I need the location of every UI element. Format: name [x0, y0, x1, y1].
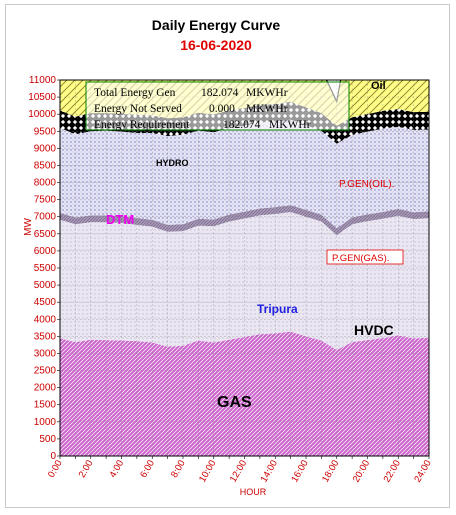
- req-unit: MKWHr: [269, 119, 311, 131]
- series-label-pgen-oil: P.GEN(OIL).: [339, 179, 394, 190]
- y-tick-label: 5000: [34, 280, 57, 291]
- y-tick-label: 10500: [28, 92, 56, 103]
- y-tick-label: 4000: [34, 314, 57, 325]
- y-axis-label: MW: [23, 218, 34, 236]
- ns-unit: MKWHr: [246, 103, 288, 115]
- y-tick-label: 8000: [34, 178, 57, 189]
- y-tick-label: 500: [39, 434, 56, 445]
- x-axis-label: HOUR: [240, 487, 267, 497]
- ns-value: 0.000: [209, 103, 235, 115]
- y-tick-label: 6500: [34, 229, 57, 240]
- gen-label: Total Energy Gen: [94, 87, 176, 99]
- x-tick-label: 12:00: [228, 458, 249, 484]
- y-tick-label: 0: [50, 451, 56, 462]
- y-tick-label: 1000: [34, 417, 57, 428]
- y-tick-label: 4500: [34, 297, 57, 308]
- ns-label: Energy Not Served: [94, 103, 182, 115]
- y-tick-label: 9000: [34, 143, 57, 154]
- series-label-oil: Oil: [371, 80, 386, 92]
- x-tick-label: 16:00: [289, 458, 310, 484]
- req-label: Energy Requirement: [94, 119, 190, 131]
- x-tick-label: 18:00: [320, 458, 341, 484]
- y-tick-label: 5500: [34, 263, 57, 274]
- y-tick-label: 10000: [28, 109, 56, 120]
- req-value: 182.074: [223, 119, 261, 131]
- energy-curve-chart: Daily Energy Curve 16-06-2020 0 500 1000 15…: [23, 17, 434, 497]
- pgen-gas-label-bg: [326, 249, 404, 265]
- y-tick-label: 3000: [34, 348, 57, 359]
- x-tick-label: 20:00: [351, 458, 372, 484]
- series-label-tripura: Tripura: [257, 302, 298, 316]
- x-tick-label: 8:00: [169, 458, 188, 480]
- x-tick-label: 14:00: [259, 458, 280, 484]
- series-label-dtm: DTM: [106, 212, 134, 227]
- y-tick-label: 8500: [34, 160, 57, 171]
- y-tick-label: 9500: [34, 126, 57, 137]
- y-tick-label: 2500: [34, 366, 57, 377]
- x-tick-label: 22:00: [382, 458, 403, 484]
- y-tick-labels: 0 500 1000 1500 2000 2500 3000 3500 4000 4500 5000…: [28, 75, 60, 462]
- series-label-hydro: HYDRO: [156, 158, 189, 168]
- x-tick-label: 10:00: [197, 458, 218, 484]
- x-tick-label: 6:00: [138, 458, 157, 480]
- y-tick-label: 11000: [29, 75, 57, 86]
- chart-title: Daily Energy Curve: [152, 17, 281, 33]
- y-tick-label: 7500: [34, 195, 57, 206]
- series-label-gas: GAS: [217, 394, 252, 411]
- x-tick-label: 0:00: [46, 458, 65, 480]
- x-tick-label: 24:00: [412, 458, 433, 484]
- y-tick-label: 2000: [34, 383, 57, 394]
- y-tick-label: 1500: [34, 400, 57, 411]
- gen-unit: MKWHr: [246, 87, 288, 99]
- gen-value: 182.074: [201, 87, 239, 99]
- area-tripura: [60, 205, 429, 236]
- chart-frame: Daily Energy Curve 16-06-2020 0 500 1000 15…: [5, 4, 450, 508]
- chart-subtitle: 16-06-2020: [180, 37, 252, 53]
- x-tick-labels: 0:00 2:00 4:00 6:00 8:00 10:00 12:00 14:00 16:00…: [46, 458, 434, 484]
- y-tick-label: 3500: [34, 331, 57, 342]
- energy-summary-box: Total Energy Gen 182.074 MKWHr Energy No…: [85, 81, 350, 131]
- pgen-gas-label-box: P.GEN(GAS).: [326, 249, 404, 265]
- plot-border: [59, 79, 430, 457]
- y-tick-label: 6000: [34, 246, 57, 257]
- y-tick-label: 7000: [34, 212, 57, 223]
- series-label-pgen-gas: P.GEN(GAS).: [332, 253, 389, 264]
- x-tick-label: 4:00: [108, 458, 127, 480]
- summary-box-bg: [85, 81, 350, 131]
- series-label-hvdc: HVDC: [354, 322, 394, 338]
- x-tick-label: 2:00: [77, 458, 96, 480]
